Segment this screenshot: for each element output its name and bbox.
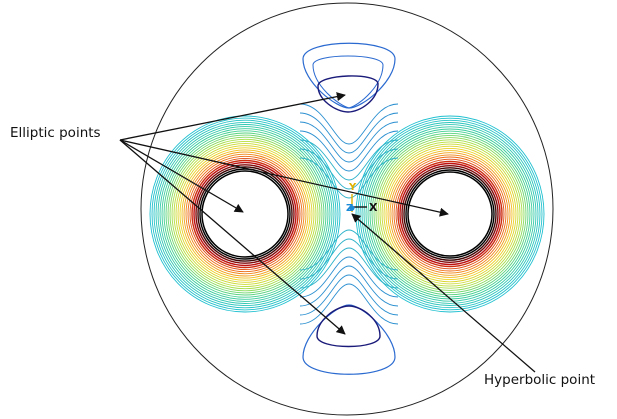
left-contour-line — [165, 132, 325, 296]
right-contour-line — [401, 164, 499, 263]
left-conductor — [201, 170, 289, 258]
left-contour-line — [163, 130, 327, 298]
left-contour-line — [181, 149, 309, 279]
left-contour-line — [195, 164, 295, 264]
elliptic-points-label: Elliptic points — [10, 125, 101, 141]
left-contour-line — [189, 157, 301, 271]
left-contour-line — [155, 121, 335, 307]
left-contour-line — [151, 117, 339, 311]
right-contour-line — [363, 124, 537, 304]
middle-contour-line — [299, 139, 399, 181]
right-conductor — [407, 171, 493, 257]
left-contour-line — [173, 140, 317, 288]
axis-x-label: X — [369, 201, 378, 214]
right-contour-line — [373, 134, 527, 294]
left-contour-line — [197, 166, 293, 262]
middle-contour-line — [299, 265, 399, 307]
axis-triad: Y Z X — [346, 182, 378, 214]
left-contour-line — [161, 128, 329, 300]
left-contour-line — [149, 115, 341, 313]
hyperbolic-point-label: Hyperbolic point — [484, 372, 595, 388]
axis-z-label: Z — [346, 203, 353, 214]
right-contour-line — [365, 126, 535, 302]
left-contour-line — [183, 151, 307, 277]
left-contour-line — [159, 126, 331, 302]
right-contour-line — [385, 147, 515, 281]
middle-contour-line — [299, 148, 399, 190]
right-contour-line — [391, 154, 509, 274]
middle-contour-line — [299, 103, 399, 145]
boundary-circle — [140, 2, 554, 416]
middle-contour-line — [299, 274, 399, 316]
left-contour-line — [175, 143, 315, 285]
right-contour-line — [369, 130, 531, 298]
right-contour-line — [387, 150, 513, 278]
middle-contours — [299, 103, 399, 325]
axis-y-label: Y — [348, 182, 357, 193]
right-contour-line — [403, 167, 497, 261]
top-lobe-contours — [302, 42, 396, 113]
arrow-to-top-lobe — [119, 92, 346, 141]
middle-contour-line — [299, 247, 399, 289]
right-contour-line — [379, 141, 521, 287]
middle-contour-line — [299, 130, 399, 172]
left-contour-line — [187, 155, 303, 273]
arrow-to-left-conductor — [119, 139, 244, 213]
right-contour-line — [361, 122, 539, 306]
middle-contour-line — [299, 121, 399, 163]
middle-contour-line — [299, 157, 399, 199]
right-contour-line — [397, 160, 503, 268]
bottom-lobe-contours — [302, 304, 396, 375]
left-contour-line — [167, 134, 323, 294]
arrow-to-hyperbolic — [351, 213, 536, 373]
left-contour-line — [157, 124, 333, 304]
right-contour-line — [383, 145, 517, 283]
left-contour-line — [153, 119, 337, 309]
middle-contour-line — [299, 238, 399, 280]
left-contour-line — [191, 159, 299, 269]
middle-contour-line — [299, 256, 399, 298]
right-contour-line — [395, 158, 505, 270]
middle-contour-line — [299, 112, 399, 154]
right-contour-line — [381, 143, 519, 285]
right-contour-line — [377, 139, 523, 289]
left-contour-line — [169, 136, 321, 292]
left-contour-line — [193, 161, 297, 267]
arrow-to-bottom-lobe — [119, 139, 346, 335]
right-contour-line — [393, 156, 507, 272]
arrow-to-right-conductor — [119, 139, 449, 217]
right-contour-line — [371, 132, 529, 296]
left-contour-line — [179, 147, 311, 281]
right-contour-line — [375, 137, 525, 291]
right-contour-line — [389, 152, 511, 276]
right-contour-line — [405, 169, 495, 259]
left-contour-line — [185, 153, 305, 275]
left-contour-line — [171, 138, 319, 290]
left-contour-line — [177, 145, 313, 283]
elliptic-arrows — [119, 92, 449, 335]
right-contour-line — [399, 162, 501, 266]
left-contour-line — [199, 168, 291, 260]
left-field-contours — [149, 115, 341, 313]
middle-contour-line — [299, 283, 399, 325]
middle-contour-line — [299, 229, 399, 271]
